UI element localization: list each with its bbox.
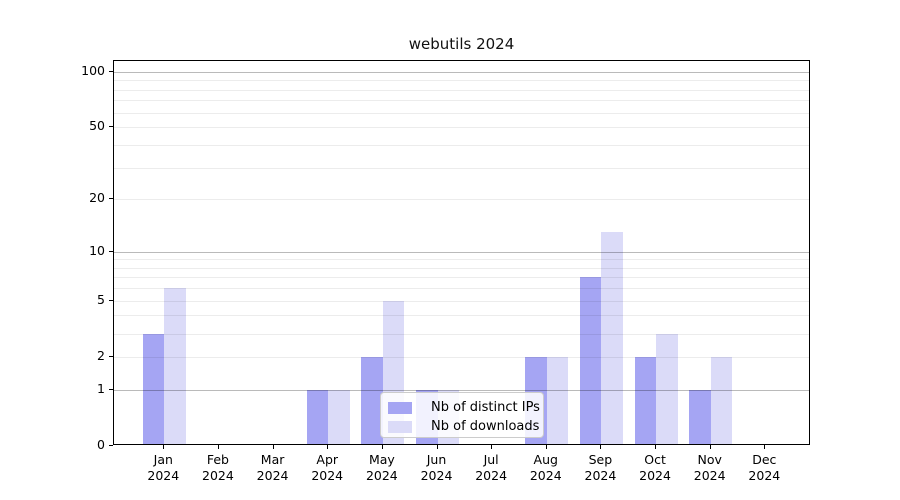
x-tick-label-apr: Apr 2024 [311,452,344,483]
x-tick-label-feb: Feb 2024 [202,452,234,483]
plot-area: Nb of distinct IPs Nb of downloads [113,60,810,445]
chart-title: webutils 2024 [408,35,515,53]
x-tick-mark-jul [491,445,493,449]
y-tick-label-50: 50 [89,118,105,134]
y-tick-label-2: 2 [97,347,105,363]
x-tick-label-oct: Oct 2024 [639,452,671,483]
bar-distinct-ips-oct [634,356,657,444]
x-tick-label-may: May 2024 [365,452,398,483]
x-tick-mark-apr [327,445,329,449]
y-tick-mark-1 [109,388,113,390]
bar-downloads-nov [710,356,733,444]
x-tick-mark-nov [709,445,711,449]
x-tick-label-dec: Dec 2024 [748,452,781,483]
legend-swatch-downloads-icon [388,420,412,433]
legend-row-downloads: Nb of downloads [388,417,539,436]
bar-downloads-apr [328,389,350,444]
y-tick-label-20: 20 [89,190,105,206]
y-tick-mark-5 [109,299,113,301]
legend-label-downloads: Nb of downloads [431,419,540,434]
x-tick-label-jun: Jun 2024 [420,452,453,483]
x-tick-mark-jan [163,445,165,449]
bar-downloads-aug [546,356,569,444]
x-tick-mark-may [381,445,383,449]
bar-distinct-ips-may [361,356,383,444]
bar-downloads-oct [656,333,678,444]
y-tick-label-100: 100 [81,62,105,78]
x-tick-mark-aug [545,445,547,449]
bar-downloads-sep [601,231,623,444]
x-tick-mark-jun [436,445,438,449]
x-tick-label-jul: Jul 2024 [475,452,508,483]
y-tick-mark-0 [109,445,113,446]
legend-swatch-distinct-ips-icon [388,401,412,414]
x-tick-mark-mar [272,445,274,449]
y-tick-mark-20 [109,198,113,200]
y-tick-label-0: 0 [97,437,105,452]
x-tick-mark-feb [217,445,219,449]
bar-distinct-ips-nov [689,389,711,444]
legend-label-distinct-ips: Nb of distinct IPs [431,400,540,415]
legend-row-distinct-ips: Nb of distinct IPs [388,398,540,417]
y-tick-mark-10 [109,250,113,252]
y-tick-label-1: 1 [97,380,105,396]
x-tick-label-sep: Sep 2024 [584,452,617,483]
bar-distinct-ips-jan [142,333,165,444]
bar-downloads-jan [164,288,186,444]
y-tick-mark-100 [109,70,113,72]
bar-distinct-ips-sep [579,277,602,444]
legend: Nb of distinct IPs Nb of downloads [380,392,544,438]
x-tick-mark-dec [764,445,766,449]
x-tick-label-nov: Nov 2024 [693,452,726,483]
y-tick-mark-2 [109,355,113,357]
y-tick-label-10: 10 [89,242,105,258]
x-tick-label-mar: Mar 2024 [256,452,289,483]
x-tick-label-aug: Aug 2024 [529,452,562,483]
y-tick-label-5: 5 [97,291,105,307]
bars-layer [114,61,809,444]
bar-distinct-ips-apr [306,389,329,444]
x-tick-mark-sep [600,445,602,449]
y-tick-mark-50 [109,126,113,128]
x-tick-mark-oct [655,445,657,449]
x-tick-label-jan: Jan 2024 [147,452,180,483]
